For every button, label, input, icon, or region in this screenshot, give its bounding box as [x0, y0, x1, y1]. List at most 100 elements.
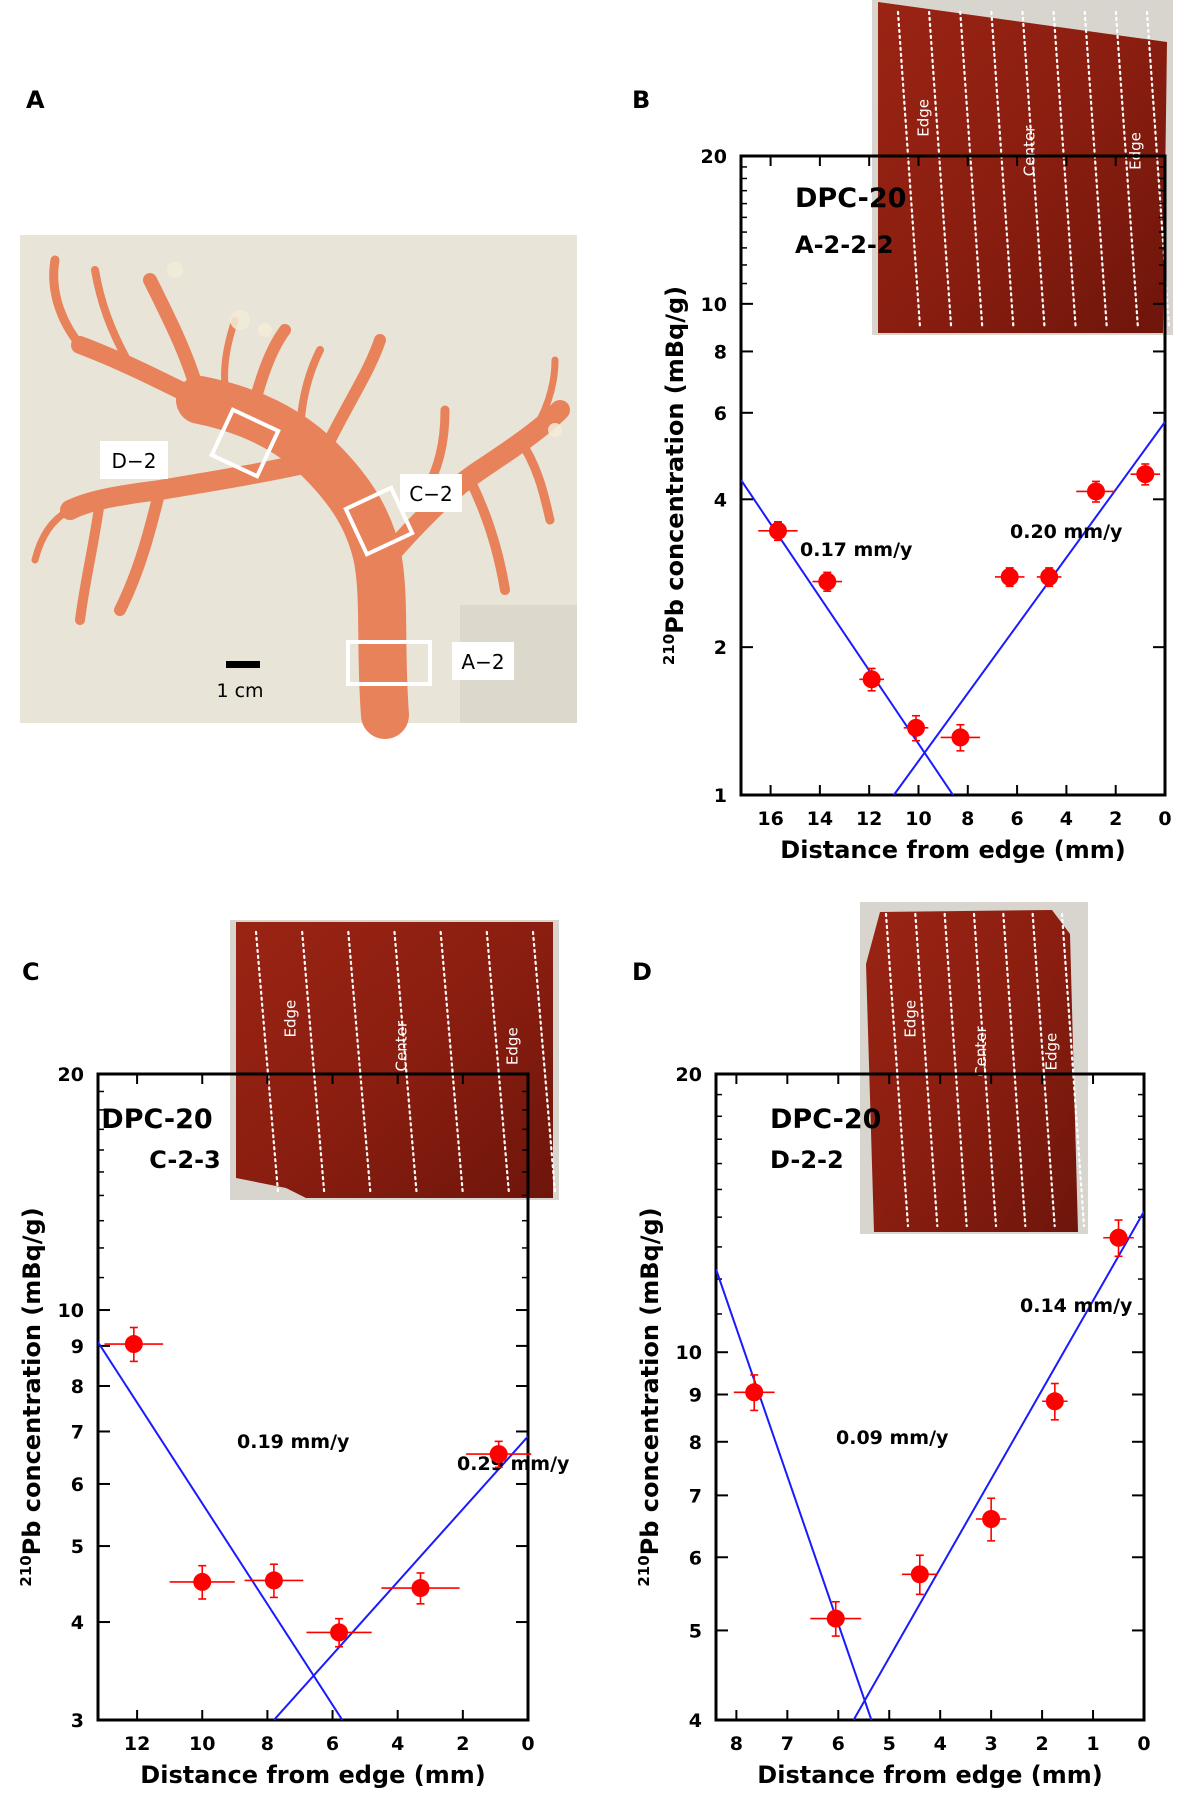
x-axis-label: Distance from edge (mm) [780, 836, 1125, 864]
fit-line-2 [893, 421, 1165, 795]
data-point-group [381, 1572, 460, 1605]
slab-stripe [485, 930, 510, 1194]
y-axis-label-superscript: 210 [17, 1555, 35, 1586]
y-tick-label: 10 [58, 1300, 84, 1322]
y-tick-label: 5 [689, 1620, 702, 1642]
slab-stripe [1060, 912, 1086, 1228]
x-tick-label: 10 [189, 1733, 215, 1755]
y-tick-label: 20 [58, 1064, 84, 1086]
data-point-group [812, 571, 843, 592]
coral-branches [31, 255, 570, 739]
growth-rate-annotation: 0.17 mm/y [800, 539, 913, 561]
data-point-group [859, 667, 884, 692]
x-tick-label: 0 [1137, 1733, 1150, 1755]
y-tick-label: 8 [714, 341, 727, 363]
region-label-D2: D−2 [112, 449, 157, 473]
data-point-group [994, 567, 1025, 588]
data-point [826, 1609, 845, 1628]
region-label-C2: C−2 [409, 482, 452, 506]
coral-photo [20, 235, 577, 739]
data-point-group [1042, 1382, 1068, 1421]
x-tick-label: 1 [1086, 1733, 1099, 1755]
x-tick-label: 8 [961, 808, 974, 830]
y-tick-label: 10 [701, 294, 727, 316]
x-tick-label: 2 [1109, 808, 1122, 830]
fit-line-1 [98, 1341, 344, 1720]
slab-label-center: Center [972, 1026, 990, 1077]
data-point [745, 1383, 764, 1402]
data-point-group [306, 1617, 372, 1648]
y-tick-label: 6 [689, 1547, 702, 1569]
y-tick-label: 2 [714, 637, 727, 659]
scale-bar-label: 1 cm [216, 680, 263, 702]
x-tick-label: 2 [456, 1733, 469, 1755]
slab-shape [866, 910, 1078, 1232]
fit-line-1 [716, 1268, 873, 1720]
x-tick-label: 4 [934, 1733, 947, 1755]
plot-frame [96, 1072, 530, 1722]
y-tick-label: 4 [689, 1710, 702, 1732]
slab-stripe [1114, 10, 1139, 329]
x-tick-label: 5 [883, 1733, 896, 1755]
data-point-group [901, 1554, 938, 1596]
data-point [1136, 465, 1155, 484]
slab-stripe [1002, 912, 1027, 1228]
x-tick-label: 6 [1010, 808, 1023, 830]
slab-stripe [928, 10, 953, 329]
data-point-group [758, 520, 798, 542]
slab-stripe [959, 10, 984, 329]
x-tick-label: 7 [781, 1733, 794, 1755]
y-tick-label: 7 [71, 1421, 84, 1443]
y-axis-label: 210Pb concentration (mBq/g) [660, 286, 689, 665]
sample-title-line2: C-2-3 [149, 1146, 220, 1174]
slab-stripe [531, 930, 557, 1194]
slab-stripe [1021, 10, 1046, 329]
scale-bar: 1 cm [216, 661, 264, 702]
growth-rate-annotation: 0.29 mm/y [457, 1453, 570, 1475]
y-tick-label: 6 [714, 403, 727, 425]
y-axis-label: 210Pb concentration (mBq/g) [17, 1207, 46, 1586]
x-tick-label: 8 [730, 1733, 743, 1755]
y-axis-label-superscript: 210 [660, 634, 678, 665]
data-point [982, 1509, 1001, 1528]
data-point [1040, 567, 1059, 586]
slab-stripe [1083, 10, 1108, 329]
data-point-group [940, 723, 981, 752]
fit-line-2 [273, 1435, 528, 1720]
y-axis-label-text: Pb concentration (mBq/g) [636, 1207, 664, 1555]
data-point [910, 1565, 929, 1584]
y-tick-label: 10 [676, 1342, 702, 1364]
region-label-A2: A−2 [461, 650, 504, 674]
data-point [818, 572, 837, 591]
data-point-group [975, 1497, 1007, 1542]
sample-title-line1: DPC-20 [101, 1104, 212, 1135]
slab-shape [236, 922, 553, 1198]
y-tick-label: 4 [71, 1612, 84, 1634]
growth-rate-annotation: 0.14 mm/y [1020, 1295, 1133, 1317]
data-point [489, 1445, 508, 1464]
data-point [1000, 567, 1019, 586]
x-tick-label: 12 [856, 808, 882, 830]
data-point-group [1103, 1219, 1134, 1258]
x-tick-label: 0 [521, 1733, 534, 1755]
data-point [951, 728, 970, 747]
plot-frame [714, 1072, 1146, 1722]
slab-stripe [990, 10, 1015, 329]
slab-stripe [896, 10, 922, 329]
x-tick-label: 12 [124, 1733, 150, 1755]
y-tick-label: 8 [689, 1432, 702, 1454]
data-point [411, 1579, 430, 1598]
y-tick-label: 3 [71, 1710, 84, 1732]
y-tick-label: 9 [689, 1385, 702, 1407]
data-point [1045, 1392, 1064, 1411]
x-tick-label: 0 [1158, 808, 1171, 830]
y-tick-label: 6 [71, 1474, 84, 1496]
y-axis-label-text: Pb concentration (mBq/g) [18, 1207, 46, 1555]
slab-stripe [972, 912, 998, 1228]
slab-label-edge-left: Edge [282, 1000, 300, 1038]
x-tick-label: 6 [326, 1733, 339, 1755]
sample-title-line1: DPC-20 [770, 1104, 881, 1135]
data-point [124, 1335, 143, 1354]
